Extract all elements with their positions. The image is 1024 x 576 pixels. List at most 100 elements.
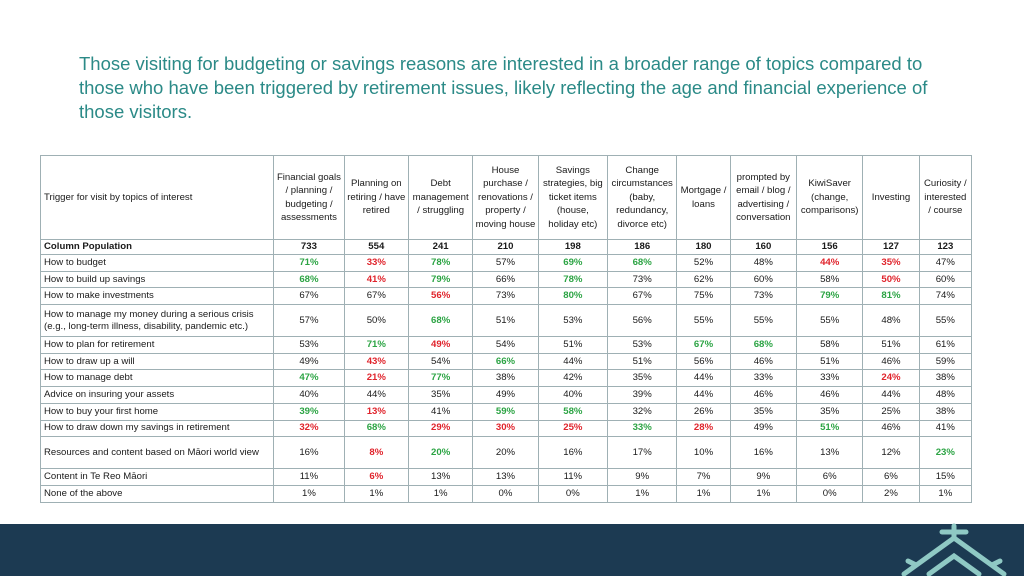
- table-cell: 39%: [274, 403, 344, 420]
- column-header: Debt management / struggling: [408, 156, 472, 240]
- table-cell: 59%: [473, 403, 538, 420]
- table-cell: 80%: [538, 288, 607, 305]
- table-cell: 56%: [608, 305, 677, 337]
- row-label: Advice on insuring your assets: [41, 387, 274, 404]
- table-cell: 66%: [473, 353, 538, 370]
- table-cell: 12%: [863, 437, 919, 469]
- table-cell: 32%: [274, 420, 344, 437]
- table-cell: 58%: [797, 271, 863, 288]
- table-cell: 44%: [863, 387, 919, 404]
- table-cell: 44%: [677, 387, 730, 404]
- table-cell: 35%: [797, 403, 863, 420]
- table-cell: 26%: [677, 403, 730, 420]
- table-row: None of the above 1% 1% 1% 0% 0% 1% 1% 1% 0% 2% 1%: [41, 485, 972, 502]
- table-cell: 46%: [863, 353, 919, 370]
- table-cell: 51%: [608, 353, 677, 370]
- column-header: Curiosity / interested / course: [919, 156, 971, 240]
- population-cell: 180: [677, 240, 730, 255]
- column-header: Change circumstances (baby, redundancy, …: [608, 156, 677, 240]
- row-label: How to plan for retirement: [41, 337, 274, 354]
- table-cell: 49%: [274, 353, 344, 370]
- table-cell: 30%: [473, 420, 538, 437]
- roof-logo-icon: [894, 516, 1024, 576]
- row-label: Content in Te Reo Māori: [41, 469, 274, 486]
- table-cell: 29%: [408, 420, 472, 437]
- table-cell: 46%: [730, 353, 796, 370]
- page-headline: Those visiting for budgeting or savings …: [79, 52, 959, 124]
- header-row: Trigger for visit by topics of interest …: [41, 156, 972, 240]
- table-cell: 38%: [919, 403, 971, 420]
- row-label: How to make investments: [41, 288, 274, 305]
- population-cell: 554: [344, 240, 408, 255]
- table-cell: 32%: [608, 403, 677, 420]
- row-label: None of the above: [41, 485, 274, 502]
- table-cell: 51%: [538, 337, 607, 354]
- table-row: Content in Te Reo Māori 11% 6% 13% 13% 11% 9% 7…: [41, 469, 972, 486]
- roof-inner-stroke: [929, 556, 979, 574]
- column-header: Mortgage / loans: [677, 156, 730, 240]
- table-cell: 78%: [408, 255, 472, 272]
- roof-right-notch: [992, 561, 1000, 565]
- table-cell: 16%: [274, 437, 344, 469]
- table-cell: 48%: [863, 305, 919, 337]
- table-cell: 60%: [919, 271, 971, 288]
- table-cell: 74%: [919, 288, 971, 305]
- column-header: KiwiSaver (change, comparisons): [797, 156, 863, 240]
- table-cell: 49%: [408, 337, 472, 354]
- table-row: How to buy your first home 39% 13% 41% 59% 58…: [41, 403, 972, 420]
- table-cell: 6%: [863, 469, 919, 486]
- table-cell: 41%: [408, 403, 472, 420]
- column-header: Planning on retiring / have retired: [344, 156, 408, 240]
- table-cell: 50%: [863, 271, 919, 288]
- table-cell: 38%: [919, 370, 971, 387]
- table-cell: 2%: [863, 485, 919, 502]
- table-cell: 79%: [797, 288, 863, 305]
- table-cell: 1%: [730, 485, 796, 502]
- table-cell: 51%: [797, 420, 863, 437]
- table-cell: 44%: [344, 387, 408, 404]
- table-cell: 51%: [473, 305, 538, 337]
- row-label: How to manage my money during a serious …: [41, 305, 274, 337]
- table-cell: 41%: [344, 271, 408, 288]
- corner-label: Trigger for visit by topics of interest: [41, 156, 274, 240]
- table-cell: 73%: [608, 271, 677, 288]
- table-cell: 1%: [344, 485, 408, 502]
- table-cell: 77%: [408, 370, 472, 387]
- table-cell: 1%: [608, 485, 677, 502]
- table-cell: 51%: [863, 337, 919, 354]
- table-cell: 41%: [919, 420, 971, 437]
- row-label: How to manage debt: [41, 370, 274, 387]
- table-row: Advice on insuring your assets 40% 44% 35% 4…: [41, 387, 972, 404]
- table-cell: 25%: [538, 420, 607, 437]
- table-cell: 55%: [919, 305, 971, 337]
- table-cell: 39%: [608, 387, 677, 404]
- table-cell: 16%: [538, 437, 607, 469]
- table-cell: 71%: [274, 255, 344, 272]
- population-cell: 123: [919, 240, 971, 255]
- table-cell: 50%: [344, 305, 408, 337]
- table-cell: 43%: [344, 353, 408, 370]
- table-cell: 51%: [797, 353, 863, 370]
- table-cell: 35%: [408, 387, 472, 404]
- table-cell: 55%: [730, 305, 796, 337]
- table-cell: 68%: [608, 255, 677, 272]
- table-cell: 54%: [408, 353, 472, 370]
- table-cell: 1%: [677, 485, 730, 502]
- table-cell: 13%: [473, 469, 538, 486]
- table-cell: 9%: [730, 469, 796, 486]
- table-cell: 62%: [677, 271, 730, 288]
- table-cell: 67%: [344, 288, 408, 305]
- table-cell: 56%: [677, 353, 730, 370]
- population-cell: 241: [408, 240, 472, 255]
- table-cell: 79%: [408, 271, 472, 288]
- table-cell: 52%: [677, 255, 730, 272]
- table-cell: 13%: [797, 437, 863, 469]
- table-cell: 28%: [677, 420, 730, 437]
- table-cell: 67%: [608, 288, 677, 305]
- column-header: House purchase / renovations / property …: [473, 156, 538, 240]
- table-cell: 66%: [473, 271, 538, 288]
- table-body: Column Population 733 554 241 210 198 18…: [41, 240, 972, 503]
- table-cell: 35%: [608, 370, 677, 387]
- population-label: Column Population: [41, 240, 274, 255]
- table-cell: 46%: [797, 387, 863, 404]
